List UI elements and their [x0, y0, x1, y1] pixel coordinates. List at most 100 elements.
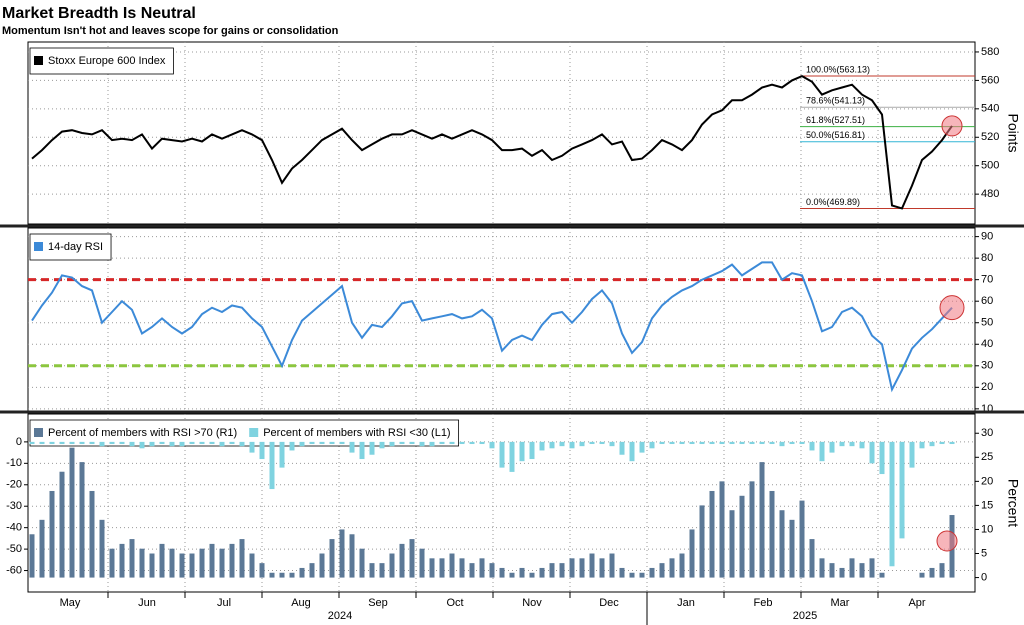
- legend-swatch: [34, 56, 43, 65]
- bar: [449, 553, 455, 578]
- bar: [689, 441, 695, 445]
- bar: [399, 441, 405, 445]
- y-tick-label-left: -20: [6, 479, 22, 491]
- bar: [359, 441, 365, 460]
- bar: [709, 441, 715, 445]
- bar: [409, 441, 415, 445]
- bar: [189, 553, 195, 578]
- bar: [679, 553, 685, 578]
- bar: [29, 441, 35, 445]
- bar: [639, 441, 645, 453]
- bar: [499, 441, 505, 468]
- legend-label: Stoxx Europe 600 Index: [48, 55, 166, 67]
- bar: [829, 441, 835, 453]
- bar: [609, 441, 615, 447]
- bar: [799, 441, 805, 445]
- y-tick-label-left: -50: [6, 543, 22, 555]
- bar: [49, 490, 55, 578]
- bar: [549, 563, 555, 578]
- highlight-circle: [936, 530, 958, 552]
- legend-frame: [29, 233, 112, 261]
- y-tick-label: 520: [981, 131, 999, 143]
- bar: [349, 534, 355, 578]
- bar: [139, 548, 145, 578]
- bar: [609, 553, 615, 578]
- bar: [239, 441, 245, 447]
- x-tick-label: May: [60, 597, 81, 609]
- bar: [189, 441, 195, 445]
- x-tick-label: Dec: [599, 597, 619, 609]
- bar: [739, 495, 745, 578]
- highlight-circle: [939, 295, 965, 321]
- bar: [279, 572, 285, 578]
- bar: [809, 539, 815, 578]
- x-tick-label: Aug: [291, 597, 311, 609]
- bar: [339, 529, 345, 578]
- bar: [229, 441, 235, 445]
- bar: [249, 553, 255, 578]
- bar: [939, 441, 945, 445]
- bar: [289, 441, 295, 451]
- year-label: 2025: [793, 610, 817, 622]
- y-tick-label-left: -30: [6, 500, 22, 512]
- bar: [359, 548, 365, 578]
- legend-swatch: [34, 428, 43, 437]
- bar: [699, 441, 705, 445]
- y-tick-label: 20: [981, 475, 993, 487]
- level-label: 78.6%(541.13): [806, 96, 865, 106]
- axis-label: Points: [1005, 114, 1021, 153]
- bar: [719, 441, 725, 445]
- bar: [809, 441, 815, 451]
- bar: [199, 441, 205, 445]
- bar: [69, 447, 75, 578]
- bar: [839, 441, 845, 447]
- bar: [59, 441, 65, 445]
- bar: [219, 548, 225, 578]
- bar: [109, 441, 115, 445]
- bar: [539, 567, 545, 578]
- bar: [39, 441, 45, 445]
- bar: [779, 441, 785, 447]
- bar: [179, 553, 185, 578]
- bar: [389, 441, 395, 447]
- bar: [489, 441, 495, 449]
- bar: [249, 441, 255, 453]
- bar: [659, 563, 665, 578]
- bar: [659, 441, 665, 445]
- bar: [469, 441, 475, 445]
- level-label: 61.8%(527.51): [806, 115, 865, 125]
- legend: Percent of members with RSI >70 (R1) Perc…: [34, 427, 451, 439]
- bar: [309, 563, 315, 578]
- panel-separator: [0, 410, 1024, 414]
- x-tick-label: Jul: [217, 597, 231, 609]
- legend: 14-day RSI: [34, 241, 103, 253]
- y-tick-label: 40: [981, 338, 993, 350]
- level-label: 50.0%(516.81): [806, 130, 865, 140]
- y-tick-label: 80: [981, 252, 993, 264]
- y-tick-label: 540: [981, 103, 999, 115]
- bar: [669, 441, 675, 445]
- axis-label: Percent: [1005, 479, 1021, 527]
- bar: [209, 441, 215, 445]
- bar: [369, 563, 375, 578]
- bar: [619, 567, 625, 578]
- bar: [779, 510, 785, 578]
- x-tick-label: Apr: [908, 597, 925, 609]
- bar: [439, 558, 445, 578]
- bar: [349, 441, 355, 453]
- bar: [949, 441, 955, 445]
- bar: [259, 441, 265, 460]
- bar: [109, 548, 115, 578]
- y-tick-label: 30: [981, 360, 993, 372]
- y-tick-label: 70: [981, 274, 993, 286]
- y-tick-label: 10: [981, 523, 993, 535]
- y-tick-label: 15: [981, 499, 993, 511]
- y-tick-label: 480: [981, 188, 999, 200]
- bar: [839, 567, 845, 578]
- level-label: 0.0%(469.89): [806, 197, 860, 207]
- bar: [939, 563, 945, 578]
- level-label: 100.0%(563.13): [806, 64, 870, 74]
- legend-frame: [29, 419, 460, 447]
- bar: [879, 572, 885, 578]
